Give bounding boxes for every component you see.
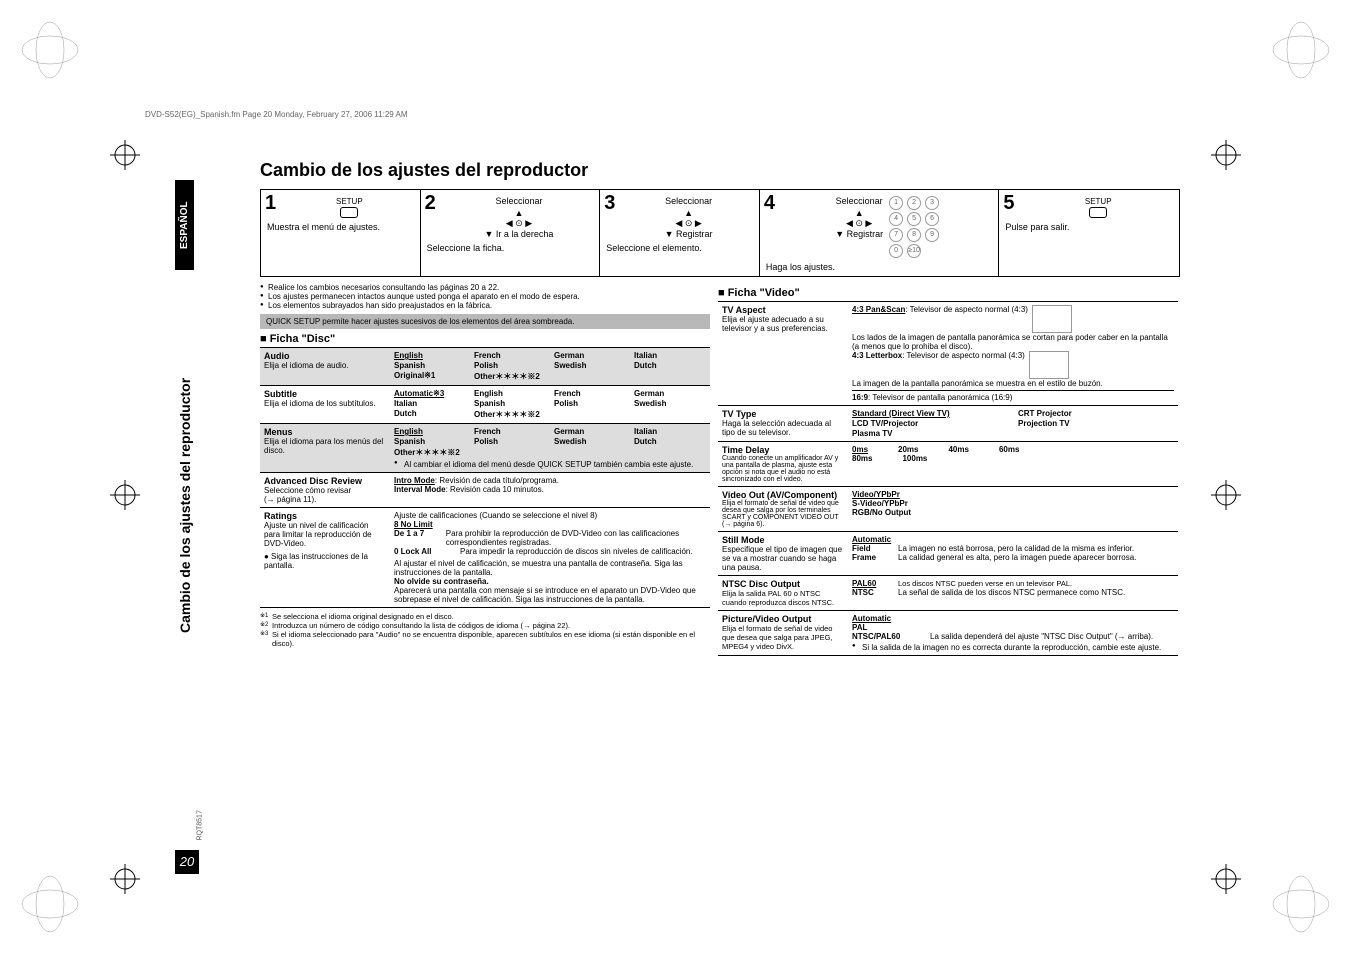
page-number: 20 — [175, 850, 199, 874]
page-header: DVD-S52(EG)_Spanish.fm Page 20 Monday, F… — [145, 110, 408, 119]
setting-tv-type: TV TypeHaga la selección adecuada al tip… — [718, 405, 1178, 441]
tab-section: Cambio de los ajustes del reproductor — [175, 270, 195, 740]
setup-button-icon — [1089, 207, 1107, 218]
corner-mark — [1271, 20, 1331, 80]
registration-mark — [1211, 864, 1241, 894]
setting-menus: MenusElija el idioma para los menús del … — [260, 423, 710, 472]
step-num: 2 — [425, 192, 436, 215]
registration-mark — [110, 864, 140, 894]
sidebar-tabs: ESPAÑOL Cambio de los ajustes del reprod… — [175, 180, 199, 800]
step-caption: Seleccione el elemento. — [606, 243, 753, 253]
step-num: 3 — [604, 192, 615, 215]
corner-mark — [20, 20, 80, 80]
corner-mark — [1271, 874, 1331, 934]
step-1: 1 SETUP Muestra el menú de ajustes. — [261, 190, 421, 276]
corner-mark — [20, 874, 80, 934]
setting-ntsc: NTSC Disc OutputElija la salida PAL 60 o… — [718, 575, 1178, 610]
ficha-video-table: TV AspectElija el ajuste adecuado a su t… — [718, 301, 1178, 656]
label: Seleccionar — [445, 196, 594, 206]
step-caption: Pulse para salir. — [1005, 222, 1173, 232]
label: Seleccionar — [624, 196, 753, 206]
footnotes: ※1Se selecciona el idioma original desig… — [260, 612, 710, 648]
setup-label: SETUP — [1085, 197, 1112, 206]
setting-subtitle: SubtitleElija el idioma de los subtítulo… — [260, 385, 710, 423]
setting-time-delay: Time DelayCuando conecte un amplificador… — [718, 441, 1178, 486]
setup-button-icon — [340, 207, 358, 218]
step-5: 5 SETUP Pulse para salir. — [999, 190, 1179, 276]
step-num: 5 — [1003, 192, 1014, 215]
ficha-disc-header: Ficha "Disc" — [260, 333, 710, 345]
numpad-icon: 1234567890≥10 — [889, 196, 941, 258]
step-num: 4 — [764, 192, 775, 215]
step-caption: Haga los ajustes. — [766, 262, 992, 272]
steps-row: 1 SETUP Muestra el menú de ajustes. 2 Se… — [260, 189, 1180, 277]
label: Seleccionar — [835, 196, 883, 206]
bullet: Los ajustes permanecen intactos aunque u… — [260, 292, 710, 301]
tab-espanol: ESPAÑOL — [175, 180, 194, 270]
setup-label: SETUP — [336, 197, 363, 206]
setting-audio: AudioElija el idioma de audio. EnglishFr… — [260, 347, 710, 385]
tv-icon — [1029, 351, 1069, 379]
registration-mark — [1211, 140, 1241, 170]
setting-adr: Advanced Disc ReviewSeleccione cómo revi… — [260, 472, 710, 507]
registration-mark — [110, 480, 140, 510]
step-4: 4 Seleccionar ▲◀ ⊙ ▶▼ Registrar 12345678… — [760, 190, 999, 276]
step-caption: Muestra el menú de ajustes. — [267, 222, 414, 232]
setting-ratings: RatingsAjuste un nivel de calificación p… — [260, 507, 710, 608]
registration-mark — [110, 140, 140, 170]
bullet: Realice los cambios necesarios consultan… — [260, 283, 710, 292]
intro-bullets: Realice los cambios necesarios consultan… — [260, 283, 710, 310]
page-code: RQT8517 — [197, 810, 204, 840]
quick-setup-note: QUICK SETUP permite hacer ajustes sucesi… — [260, 314, 710, 329]
ficha-disc-table: AudioElija el idioma de audio. EnglishFr… — [260, 347, 710, 608]
tv-icon — [1032, 305, 1072, 333]
step-num: 1 — [265, 192, 276, 215]
setting-still-mode: Still ModeEspecifique el tipo de imagen … — [718, 531, 1178, 575]
setting-picture-output: Picture/Video OutputElija el formato de … — [718, 610, 1178, 656]
main-title: Cambio de los ajustes del reproductor — [260, 160, 1180, 181]
step-3: 3 Seleccionar ▲◀ ⊙ ▶▼ Registrar Seleccio… — [600, 190, 760, 276]
step-2: 2 Seleccionar ▲◀ ⊙ ▶▼ Ir a la derecha Se… — [421, 190, 601, 276]
setting-tv-aspect: TV AspectElija el ajuste adecuado a su t… — [718, 301, 1178, 405]
registration-mark — [1211, 480, 1241, 510]
setting-video-out: Video Out (AV/Component)Elija el formato… — [718, 486, 1178, 531]
bullet: Los elementos subrayados han sido preaju… — [260, 301, 710, 310]
ficha-video-header: Ficha "Video" — [718, 287, 1178, 299]
step-caption: Seleccione la ficha. — [427, 243, 594, 253]
